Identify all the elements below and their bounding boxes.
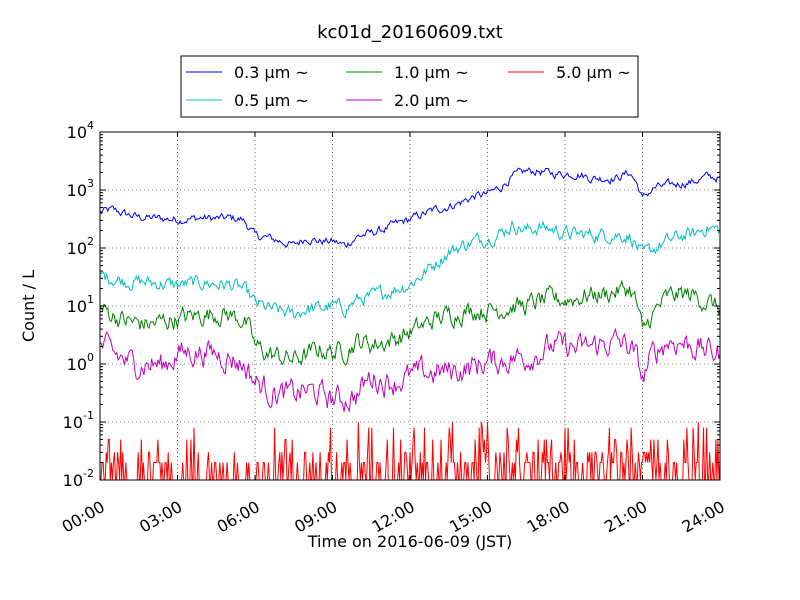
legend-entry-label: 2.0 μm ~ — [394, 91, 469, 110]
y-tick-label: 103 — [67, 177, 94, 200]
y-tick-label: 10-2 — [63, 467, 94, 490]
x-axis: 00:00 03:00 06:00 09:00 12:00 15:00 18:00 21:00… — [59, 132, 728, 537]
x-tick-label: 21:00 — [601, 497, 650, 537]
series-layer — [99, 167, 721, 481]
legend-entry-label: 1.0 μm ~ — [394, 63, 469, 82]
legend-frame — [180, 55, 639, 118]
legend: 0.3 μm ~ 0.5 μm ~ 1.0 μm ~ 2.0 μm ~ 5.0 μm ~ — [180, 55, 639, 118]
x-tick-label: 06:00 — [214, 497, 263, 537]
y-tick-label: 104 — [67, 119, 94, 142]
y-tick-label: 10-1 — [63, 409, 94, 432]
x-axis-label: Time on 2016-06-09 (JST) — [307, 532, 512, 551]
y-tick-label: 101 — [67, 293, 94, 316]
x-tick-label: 15:00 — [446, 497, 495, 537]
x-tick-label: 18:00 — [524, 497, 573, 537]
series-line-2-0um — [99, 327, 721, 413]
series-line-1-0um — [99, 279, 721, 366]
chart-grid — [100, 132, 720, 480]
x-tick-label: 09:00 — [291, 497, 340, 537]
y-axis: 10-2 10-1 100 101 102 103 104 — [63, 119, 720, 490]
chart-title: kc01d_20160609.txt — [317, 22, 503, 43]
series-line-0-3um — [99, 167, 721, 249]
x-tick-label: 00:00 — [59, 497, 108, 537]
x-tick-label: 12:00 — [369, 497, 418, 537]
series-line-5um — [100, 421, 721, 481]
legend-entry-label: 5.0 μm ~ — [556, 63, 631, 82]
legend-entry-label: 0.5 μm ~ — [234, 91, 309, 110]
y-tick-label: 100 — [67, 351, 94, 374]
y-tick-label: 102 — [67, 235, 94, 258]
x-tick-label: 24:00 — [679, 497, 728, 537]
y-axis-label: Count / L — [19, 270, 38, 342]
series-line-0-5um — [99, 219, 721, 319]
x-tick-label: 03:00 — [136, 497, 185, 537]
legend-entry-label: 0.3 μm ~ — [234, 63, 309, 82]
